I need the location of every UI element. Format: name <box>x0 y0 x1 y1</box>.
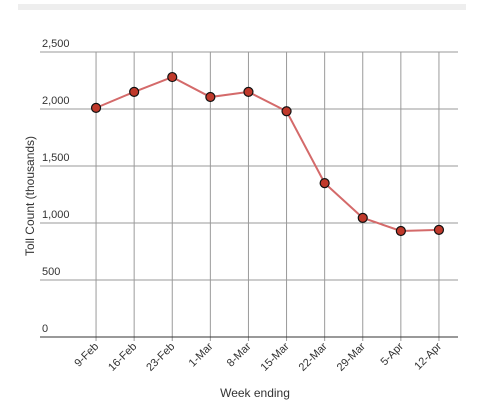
marker <box>243 86 254 98</box>
marker <box>433 224 445 235</box>
x-tick-label: 16-Feb <box>106 341 139 374</box>
x-tick-label: 15-Mar <box>259 340 292 373</box>
marker <box>281 106 292 117</box>
x-tick-label: 5-Apr <box>378 340 406 368</box>
marker <box>205 91 216 103</box>
marker <box>357 212 368 223</box>
y-tick-label: 500 <box>42 266 60 278</box>
y-tick-label: 2,500 <box>42 38 70 50</box>
marker <box>319 178 330 189</box>
marker <box>90 102 102 113</box>
x-tick-label: 22-Mar <box>297 340 330 373</box>
x-axis-title: Week ending <box>220 386 290 400</box>
marker <box>167 71 178 83</box>
x-tick-label: 9-Feb <box>72 341 101 370</box>
y-tick-label: 0 <box>42 323 48 335</box>
x-tick-label: 23-Feb <box>144 341 177 374</box>
y-tick-label: 2,000 <box>42 95 70 107</box>
marker <box>129 86 140 98</box>
line <box>95 75 439 232</box>
x-tick-label: 8-Mar <box>225 340 254 369</box>
y-tick-label: 1,000 <box>42 209 70 221</box>
x-tick-label: 12-Apr <box>412 340 444 372</box>
top-bar <box>18 4 466 10</box>
x-tick-label: 1-Mar <box>187 340 216 369</box>
y-tick-label: 1,500 <box>42 152 70 164</box>
x-tick-label: 29-Mar <box>335 340 368 373</box>
y-axis-title: Toll Count (thousands) <box>23 136 37 256</box>
marker <box>395 225 406 237</box>
